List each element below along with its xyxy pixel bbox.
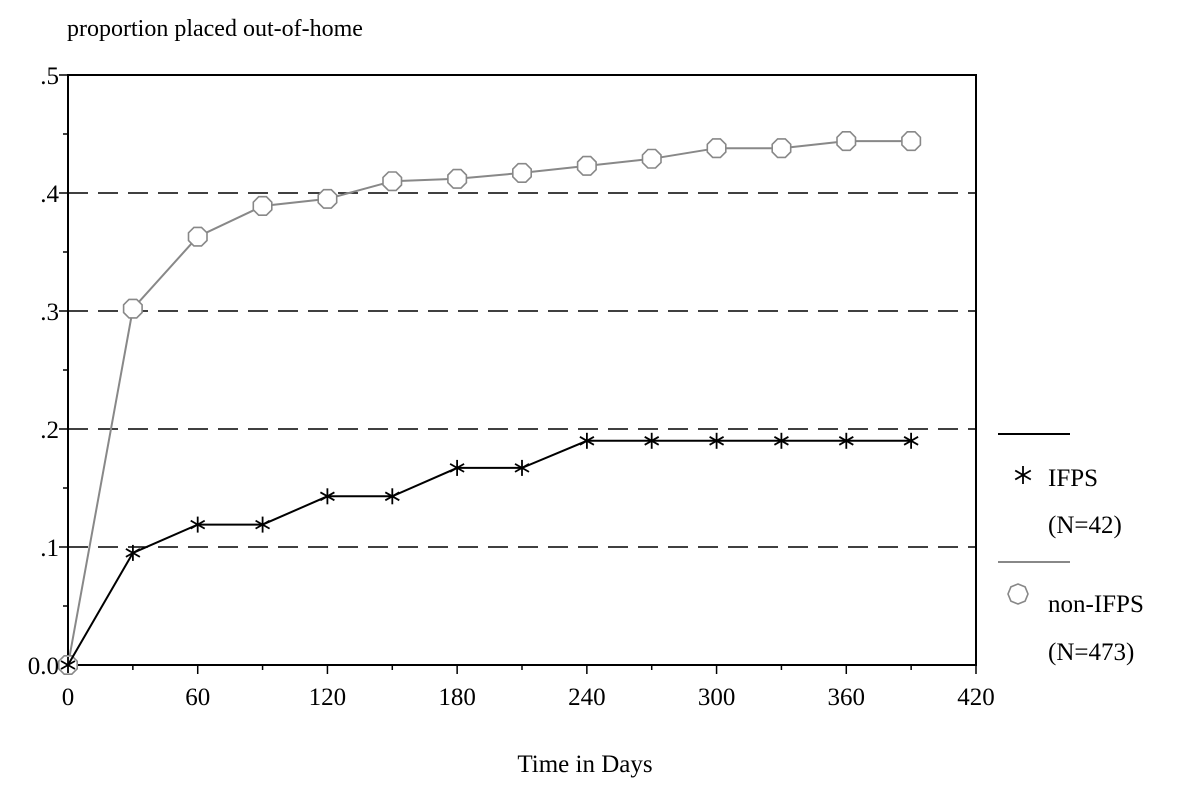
y-tick-label: .1 xyxy=(40,535,59,562)
series-line xyxy=(67,140,912,666)
data-point xyxy=(706,138,727,159)
series-non-ifps xyxy=(57,131,922,676)
data-point xyxy=(449,459,465,476)
data-point xyxy=(255,516,271,533)
grid-lines xyxy=(68,192,976,548)
data-point xyxy=(709,432,725,449)
data-point xyxy=(511,162,533,183)
legend-ifps-label: IFPS xyxy=(1048,465,1098,492)
data-point xyxy=(644,432,660,449)
x-axis-label: Time in Days xyxy=(517,751,652,778)
y-tick-label: .5 xyxy=(40,63,59,90)
legend-ifps-marker xyxy=(1014,466,1032,484)
data-point xyxy=(576,155,597,176)
legend-nonifps-n: (N=473) xyxy=(1048,639,1134,666)
x-tick-label: 120 xyxy=(309,684,347,711)
data-point xyxy=(252,195,273,216)
data-point xyxy=(773,432,789,449)
data-point xyxy=(382,171,403,192)
data-point xyxy=(125,544,141,561)
data-point xyxy=(60,657,76,673)
data-point xyxy=(319,488,335,505)
data-point xyxy=(901,131,922,152)
data-point xyxy=(903,432,919,449)
data-point xyxy=(190,516,206,533)
legend: IFPS (N=42) non-IFPS (N=473) xyxy=(998,433,1144,666)
legend-ifps-n: (N=42) xyxy=(1048,512,1122,539)
data-point xyxy=(641,148,662,169)
data-point xyxy=(122,298,143,319)
x-tick-label: 240 xyxy=(568,684,606,711)
axes: 0 60 120 180 240 300 360 420 0.0 .1 .2 .3 .4 .5 xyxy=(28,63,995,711)
x-tick-label: 360 xyxy=(828,684,866,711)
data-point xyxy=(447,168,468,189)
series-group xyxy=(57,131,922,676)
data-point xyxy=(514,459,530,476)
data-point xyxy=(579,432,595,449)
data-point xyxy=(384,488,400,505)
x-tick-label: 300 xyxy=(698,684,736,711)
legend-nonifps-marker xyxy=(1007,583,1029,605)
x-tick-label: 0 xyxy=(62,684,75,711)
y-tick-label: 0.0 xyxy=(28,653,59,680)
data-point xyxy=(836,131,857,152)
y-tick-label: .4 xyxy=(40,181,59,208)
data-point xyxy=(187,226,208,247)
chart-title: proportion placed out-of-home xyxy=(67,16,363,42)
x-tick-label: 60 xyxy=(185,684,210,711)
legend-nonifps-label: non-IFPS xyxy=(1048,591,1144,618)
data-point xyxy=(317,188,338,209)
y-tick-label: .3 xyxy=(40,299,59,326)
data-point xyxy=(838,432,854,449)
x-tick-label: 420 xyxy=(957,684,995,711)
series-ifps xyxy=(60,432,919,673)
series-line xyxy=(67,439,912,666)
data-point xyxy=(771,138,792,159)
y-tick-label: .2 xyxy=(40,417,59,444)
x-tick-label: 180 xyxy=(438,684,476,711)
